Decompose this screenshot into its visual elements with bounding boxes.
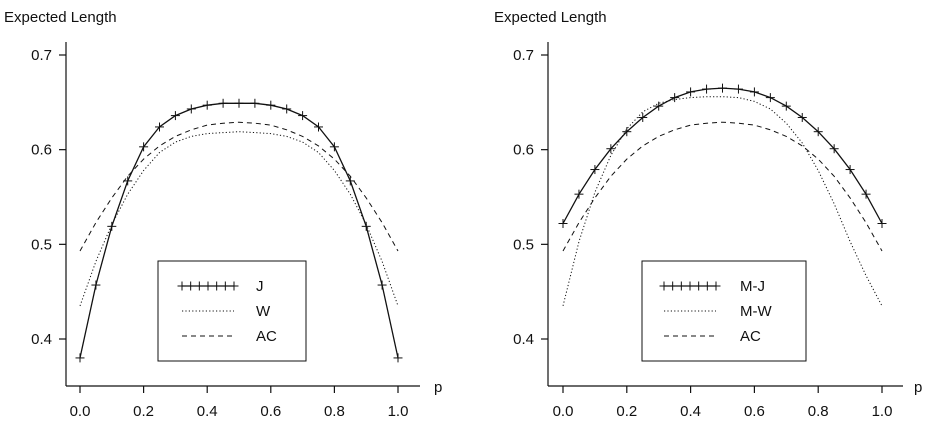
right-y-tick-label: 0.4 (513, 331, 534, 348)
left-y-tick-label: 0.6 (31, 142, 52, 159)
right-x-tick-label: 0.4 (680, 403, 701, 420)
left-x-tick-label: 0.2 (133, 403, 154, 420)
right-series-group (558, 83, 887, 307)
right-legend: M-J M-W AC (641, 260, 807, 362)
right-legend-label-mw: M-W (740, 303, 772, 320)
left-y-tick-label: 0.4 (31, 331, 52, 348)
left-x-tick-label: 0.4 (197, 403, 218, 420)
left-x-ticks: 0.0 0.2 0.4 0.6 0.8 1.0 (70, 386, 409, 420)
left-legend: J W AC (157, 260, 307, 362)
left-y-tick-label: 0.5 (31, 236, 52, 253)
right-y-tick-label: 0.7 (513, 47, 534, 64)
left-y-axis-label: Expected Length (4, 9, 117, 26)
left-x-tick-label: 0.8 (324, 403, 345, 420)
right-panel: Expected Length 0.40.50.60.7 0.0 0.2 0.4 0.… (494, 9, 922, 420)
right-y-tick-label: 0.6 (513, 142, 534, 159)
left-x-tick-label: 1.0 (388, 403, 409, 420)
left-y-ticks: 0.4 0.5 0.6 0.7 (31, 47, 66, 348)
right-x-tick-label: 0.8 (808, 403, 829, 420)
right-y-axis-label: Expected Length (494, 9, 607, 26)
left-legend-label-j: J (256, 278, 264, 295)
right-x-tick-label: 0.6 (744, 403, 765, 420)
right-legend-label-mj: M-J (740, 278, 765, 295)
left-series-line-w (79, 131, 399, 307)
left-x-axis-name: p (434, 379, 442, 396)
right-x-tick-label: 0.0 (553, 403, 574, 420)
right-x-tick-label: 0.2 (616, 403, 637, 420)
right-x-tick-label: 1.0 (872, 403, 893, 420)
left-legend-label-ac: AC (256, 328, 277, 345)
left-series-line-ac (79, 121, 399, 252)
right-y-ticks: 0.4 0.5 0.6 0.7 (513, 47, 548, 348)
right-y-tick-label: 0.5 (513, 236, 534, 253)
right-series-line-ac (562, 121, 883, 252)
left-legend-markers (177, 281, 239, 291)
left-legend-label-w: W (256, 303, 271, 320)
right-x-ticks: 0.0 0.2 0.4 0.6 0.8 1.0 (553, 386, 893, 420)
left-series-group (75, 98, 403, 363)
right-x-axis-name: p (914, 379, 922, 396)
left-legend-box (157, 260, 307, 362)
left-x-tick-label: 0.6 (260, 403, 281, 420)
left-y-tick-label: 0.7 (31, 47, 52, 64)
left-panel: Expected Length 0.40.50.60.7 0.0 0.2 0.4 0.… (4, 9, 442, 420)
right-legend-label-ac: AC (740, 328, 761, 345)
left-x-tick-label: 0.0 (70, 403, 91, 420)
right-legend-box (641, 260, 807, 362)
right-legend-markers (659, 281, 721, 291)
